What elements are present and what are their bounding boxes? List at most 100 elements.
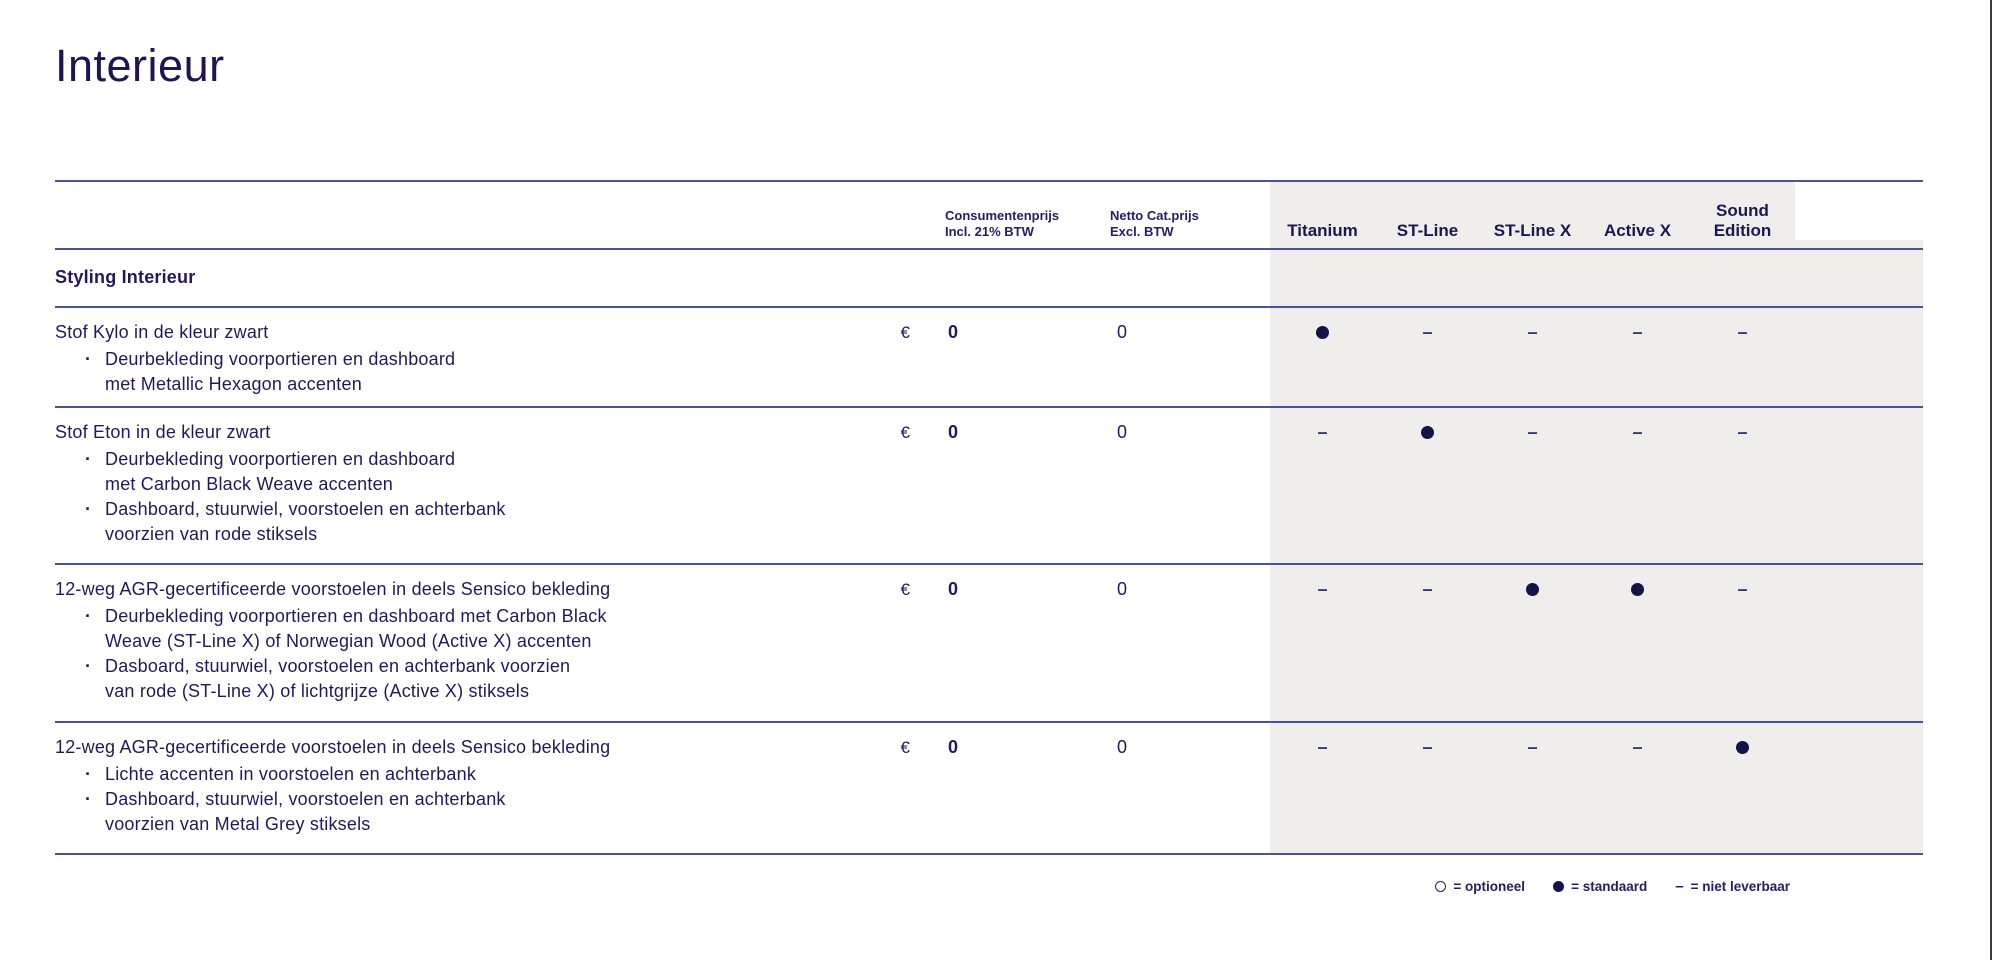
not-available-dash-icon: – [1632, 322, 1643, 342]
option-bullet: · Dasboard, stuurwiel, voorstoelen en ach… [85, 654, 795, 704]
trim-column-header: Sound Edition [1690, 182, 1795, 248]
not-available-dash-icon: – [1422, 737, 1433, 757]
not-available-dash-icon: – [1632, 737, 1643, 757]
standard-dot-icon [1421, 426, 1434, 439]
trim-column-label: Titanium [1287, 221, 1358, 240]
option-bullet: · Deurbekleding voorportieren en dashboar… [85, 447, 795, 497]
option-description: Stof Kylo in de kleur zwart · Deurbekledin… [55, 308, 795, 406]
price-incl-btw: 0 [948, 322, 959, 342]
not-available-dash-icon: – [1527, 422, 1538, 442]
trim-column-label: Sound Edition [1713, 201, 1772, 240]
trim-column-header: ST-Line [1375, 182, 1480, 248]
availability-mark-standard [1375, 408, 1480, 563]
standard-dot-icon [1316, 326, 1329, 339]
options-table: Consumentenprijs Incl. 21% BTW Netto Cat… [55, 180, 1923, 894]
bullet-icon: · [85, 349, 92, 369]
standard-dot-icon [1553, 881, 1565, 892]
option-row: Stof Eton in de kleur zwart · Deurbekledin… [55, 408, 1923, 565]
not-available-dash-icon: – [1632, 422, 1643, 442]
legend-item-optional: = optioneel [1435, 879, 1525, 894]
availability-mark-na: – [1585, 723, 1690, 853]
price-incl-btw: 0 [948, 737, 959, 757]
row-right-pad [1795, 723, 1923, 853]
option-bullet: · Lichte accenten in voorstoelen en achte… [85, 762, 795, 787]
trim-column-header: Active X [1585, 182, 1690, 248]
option-row: 12-weg AGR-gecertificeerde voorstoelen i… [55, 723, 1923, 855]
bullet-text: Dashboard, stuurwiel, voorstoelen en ach… [105, 789, 506, 834]
section-title: Styling Interieur [55, 267, 196, 287]
availability-mark-na: – [1480, 723, 1585, 853]
section-row: Styling Interieur [55, 250, 1923, 308]
availability-mark-standard [1690, 723, 1795, 853]
availability-mark-na: – [1270, 565, 1375, 721]
availability-mark-na: – [1585, 308, 1690, 406]
option-bullet: · Deurbekleding voorportieren en dashboar… [85, 604, 795, 654]
not-available-dash-icon: – [1675, 878, 1684, 895]
not-available-dash-icon: – [1317, 422, 1328, 442]
availability-mark-na: – [1480, 408, 1585, 563]
availability-mark-standard [1585, 565, 1690, 721]
option-rows: Stof Kylo in de kleur zwart · Deurbekledin… [55, 308, 1923, 855]
legend-label: = niet leverbaar [1690, 879, 1790, 894]
page-right-edge [1990, 0, 1992, 960]
not-available-dash-icon: – [1737, 322, 1748, 342]
not-available-dash-icon: – [1737, 422, 1748, 442]
not-available-dash-icon: – [1422, 322, 1433, 342]
option-bullet: · Dashboard, stuurwiel, voorstoelen en ac… [85, 787, 795, 837]
trim-column-label: ST-Line [1396, 221, 1459, 240]
row-right-pad [1795, 308, 1923, 406]
price-incl-btw: 0 [948, 579, 959, 599]
standard-dot-icon [1526, 583, 1539, 596]
option-bullet: · Deurbekleding voorportieren en dashboar… [85, 347, 795, 397]
option-description: 12-weg AGR-gecertificeerde voorstoelen i… [55, 723, 795, 853]
option-title: 12-weg AGR-gecertificeerde voorstoelen i… [55, 579, 611, 599]
not-available-dash-icon: – [1527, 737, 1538, 757]
option-row: Stof Kylo in de kleur zwart · Deurbekledin… [55, 308, 1923, 408]
price-excl-btw: 0 [1117, 322, 1128, 342]
availability-legend: = optioneel = standaard – = niet leverbaar [55, 879, 1923, 894]
header-spacer [55, 240, 945, 248]
availability-mark-na: – [1690, 308, 1795, 406]
price-excl-btw: 0 [1117, 422, 1128, 442]
bullet-text: Deurbekleding voorportieren en dashboard… [105, 606, 607, 651]
price-excl-btw: 0 [1117, 579, 1128, 599]
option-title: 12-weg AGR-gecertificeerde voorstoelen i… [55, 737, 611, 757]
availability-mark-na: – [1690, 565, 1795, 721]
standard-dot-icon [1736, 741, 1749, 754]
not-available-dash-icon: – [1422, 579, 1433, 599]
availability-mark-na: – [1375, 723, 1480, 853]
table-header-row: Consumentenprijs Incl. 21% BTW Netto Cat… [55, 180, 1923, 250]
standard-dot-icon [1631, 583, 1644, 596]
row-right-pad [1795, 408, 1923, 563]
column-header-price-incl: Consumentenprijs Incl. 21% BTW [945, 208, 1060, 239]
bullet-icon: · [85, 764, 92, 784]
bullet-icon: · [85, 499, 92, 519]
not-available-dash-icon: – [1317, 579, 1328, 599]
availability-mark-na: – [1585, 408, 1690, 563]
currency-symbol: € [900, 580, 910, 599]
legend-label: = standaard [1571, 879, 1648, 894]
bullet-text: Deurbekleding voorportieren en dashboard… [105, 349, 456, 394]
bullet-icon: · [85, 656, 92, 676]
option-title: Stof Eton in de kleur zwart [55, 422, 271, 442]
trim-column-header: ST-Line X [1480, 182, 1585, 248]
price-excl-btw: 0 [1117, 737, 1128, 757]
bullet-icon: · [85, 449, 92, 469]
availability-mark-na: – [1480, 308, 1585, 406]
option-description: 12-weg AGR-gecertificeerde voorstoelen i… [55, 565, 795, 721]
legend-item-standard: = standaard [1553, 879, 1647, 894]
option-description: Stof Eton in de kleur zwart · Deurbekledin… [55, 408, 795, 563]
availability-mark-na: – [1375, 565, 1480, 721]
bullet-icon: · [85, 789, 92, 809]
availability-mark-na: – [1375, 308, 1480, 406]
not-available-dash-icon: – [1737, 579, 1748, 599]
not-available-dash-icon: – [1527, 322, 1538, 342]
bullet-icon: · [85, 606, 92, 626]
option-bullet: · Dashboard, stuurwiel, voorstoelen en ac… [85, 497, 795, 547]
trim-column-label: Active X [1603, 221, 1672, 240]
availability-mark-na: – [1270, 408, 1375, 563]
column-header-price-excl: Netto Cat.prijs Excl. BTW [1110, 208, 1199, 239]
option-title: Stof Kylo in de kleur zwart [55, 322, 269, 342]
availability-mark-na: – [1690, 408, 1795, 563]
bullet-text: Deurbekleding voorportieren en dashboard… [105, 449, 456, 494]
